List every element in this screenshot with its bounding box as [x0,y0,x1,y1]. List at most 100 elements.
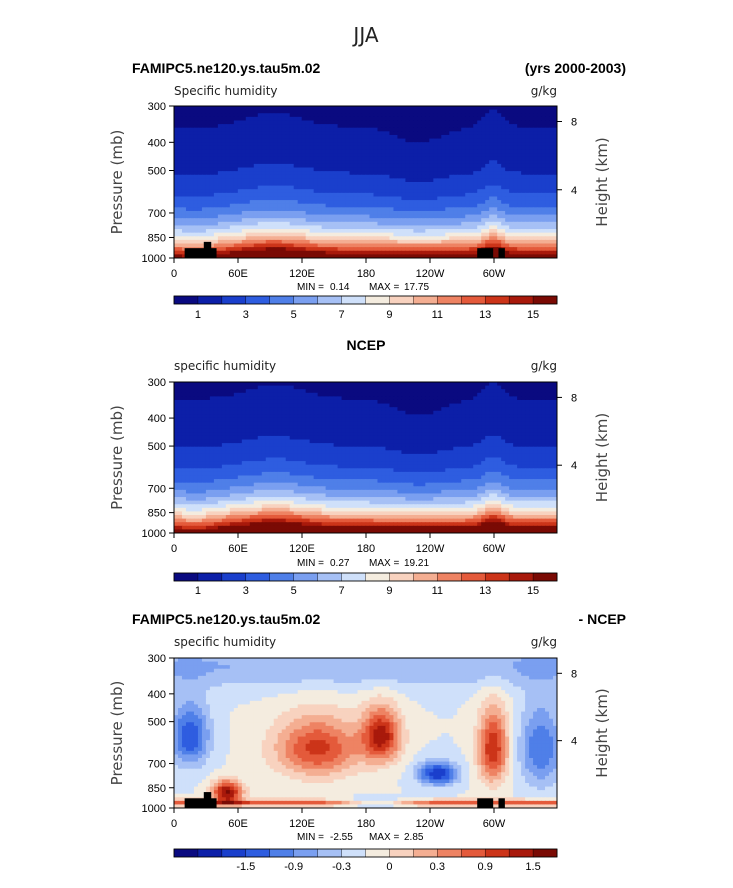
field-cell [493,160,498,165]
colorbar-swatch [437,295,462,305]
field-cell [361,160,367,165]
field-cell [201,396,207,401]
field-cell [489,156,494,161]
field-cell [473,171,478,176]
field-cell [505,160,510,165]
field-cell [465,218,470,223]
field-cell [205,414,211,419]
field-cell [465,127,470,132]
field-cell [389,399,395,405]
field-cell [433,149,438,154]
field-cell [405,134,410,140]
field-cell [349,239,355,245]
field-cell [293,134,299,140]
field-cell [489,124,494,129]
field-cell [437,156,442,161]
field-cell [505,131,510,136]
field-cell [245,200,251,205]
field-cell [174,243,179,248]
field-cell [313,185,319,190]
field-cell [349,382,355,387]
field-cell [437,142,442,147]
field-cell [209,192,215,198]
field-cell [481,389,486,394]
field-cell [297,229,303,234]
field-cell [285,225,291,230]
field-cell [513,124,518,129]
field-cell [481,138,486,143]
field-cell [553,145,557,151]
field-cell [405,232,410,237]
field-cell [345,113,351,118]
field-cell [217,403,223,408]
field-cell [509,196,514,201]
field-cell [381,156,387,161]
field-cell [229,109,235,114]
field-cell [465,196,470,201]
field-cell [425,207,430,212]
field-cell [445,120,450,125]
field-cell [313,399,319,405]
field-cell [265,185,271,190]
field-cell [477,232,482,237]
field-cell [473,218,478,223]
field-cell [289,138,295,143]
field-cell [293,149,299,154]
field-cell [445,145,450,151]
field-cell [417,145,422,151]
field-cell [509,396,514,401]
field-cell [405,182,410,187]
field-cell [425,229,430,234]
field-cell [429,142,434,147]
field-cell [341,399,347,405]
field-cell [545,167,550,172]
field-cell [393,247,399,252]
min-label: MIN = [297,282,324,293]
field-cell [353,200,359,205]
field-cell [481,214,486,219]
field-cell [353,385,359,390]
field-cell [361,396,367,401]
field-cell [229,414,235,419]
field-cell [389,145,395,151]
field-cell [217,229,223,234]
field-cell [461,149,466,154]
field-cell [321,236,327,241]
field-cell [389,142,395,147]
field-cell [513,239,518,245]
field-cell [529,182,534,187]
field-cell [549,196,554,201]
field-cell [241,149,247,154]
field-cell [273,410,279,415]
field-cell [301,200,307,205]
field-cell [453,232,458,237]
field-cell [317,178,323,183]
field-cell [521,210,526,216]
field-cell [261,124,267,129]
field-cell [293,232,299,237]
field-cell [509,142,514,147]
field-cell [237,185,243,190]
field-cell [237,106,243,111]
field-cell [425,153,430,158]
colorbar-swatch [532,295,558,305]
field-cell [177,399,183,405]
field-cell [369,382,375,387]
field-cell [265,200,271,205]
field-cell [445,127,450,132]
field-cell [305,120,311,125]
field-cell [174,182,179,187]
field-cell [397,109,403,114]
field-cell [197,163,203,169]
field-cell [174,382,179,387]
field-cell [461,254,466,258]
field-cell [329,207,335,212]
field-cell [333,189,339,194]
field-cell [289,131,295,136]
field-cell [549,243,554,248]
field-cell [489,153,494,158]
field-cell [181,163,187,169]
field-cell [397,250,403,255]
field-cell [185,149,191,154]
